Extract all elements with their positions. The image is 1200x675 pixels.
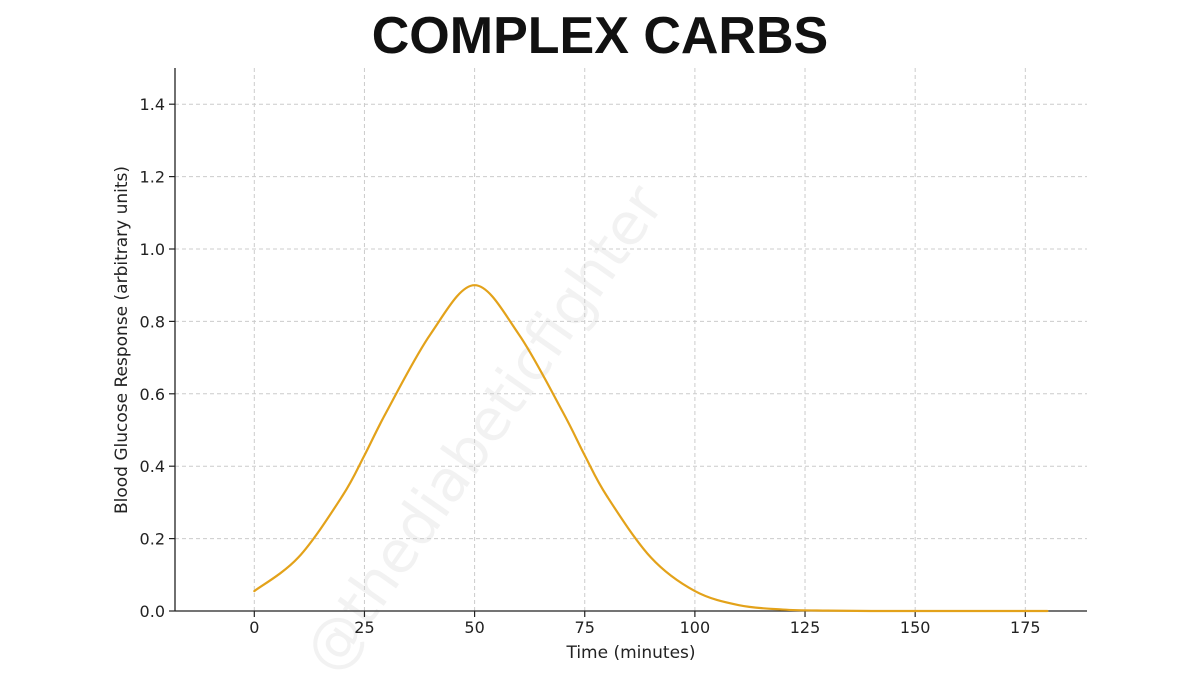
watermark-layer: @thediabeticfighter bbox=[290, 172, 677, 675]
y-axis-title: Blood Glucose Response (arbitrary units) bbox=[112, 166, 132, 514]
y-tick-label: 1.2 bbox=[140, 168, 165, 187]
y-tick-label: 1.4 bbox=[140, 95, 165, 114]
x-tick-label: 125 bbox=[790, 618, 821, 637]
x-ticks: 0 25 50 75 100 125 150 175 bbox=[249, 611, 1041, 637]
page-title: COMPLEX CARBS bbox=[371, 7, 829, 65]
x-tick-label: 75 bbox=[575, 618, 595, 637]
x-tick-label: 25 bbox=[354, 618, 374, 637]
series-line bbox=[253, 284, 1049, 613]
y-tick-label: 0.4 bbox=[140, 457, 165, 476]
y-ticks: 0.0 0.2 0.4 0.6 0.8 1.0 1.2 1.4 bbox=[140, 95, 175, 621]
x-tick-label: 50 bbox=[464, 618, 484, 637]
y-tick-label: 0.0 bbox=[140, 602, 165, 621]
axes bbox=[174, 68, 1087, 612]
watermark: @thediabeticfighter bbox=[290, 172, 677, 675]
x-tick-label: 100 bbox=[680, 618, 711, 637]
x-tick-label: 150 bbox=[900, 618, 931, 637]
y-tick-label: 0.8 bbox=[140, 312, 165, 331]
y-tick-label: 1.0 bbox=[140, 240, 165, 259]
x-tick-label: 175 bbox=[1010, 618, 1041, 637]
x-axis-title: Time (minutes) bbox=[565, 643, 695, 663]
grid bbox=[175, 68, 1087, 612]
y-tick-label: 0.6 bbox=[140, 385, 165, 404]
y-tick-label: 0.2 bbox=[140, 530, 165, 549]
x-tick-label: 0 bbox=[249, 618, 259, 637]
series-layer bbox=[253, 284, 1049, 613]
